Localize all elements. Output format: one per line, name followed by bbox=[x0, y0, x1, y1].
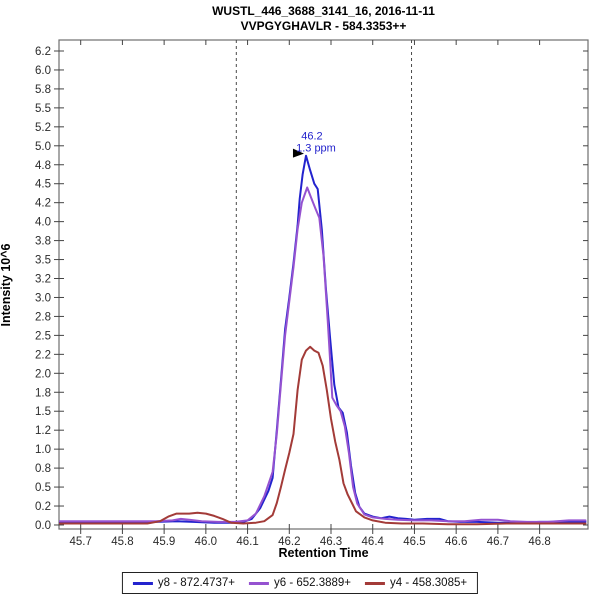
y-tick-label: 3.0 bbox=[35, 292, 51, 304]
y-tick-label: 1.0 bbox=[35, 444, 51, 456]
y-tick-label: 2.8 bbox=[35, 311, 51, 323]
y-tick-label: 5.2 bbox=[35, 122, 51, 134]
y-tick-label: 4.0 bbox=[35, 217, 51, 229]
x-tick-label: 46.5 bbox=[403, 536, 425, 548]
x-tick-label: 45.8 bbox=[111, 536, 133, 548]
y-tick-label: 2.5 bbox=[35, 330, 51, 342]
x-tick-label: 45.9 bbox=[153, 536, 175, 548]
y-tick-label: 3.5 bbox=[35, 255, 51, 267]
y-tick-label: 0.8 bbox=[35, 463, 51, 475]
legend-label-y4: y4 - 458.3085+ bbox=[390, 577, 468, 589]
y-tick-label: 2.2 bbox=[35, 349, 51, 361]
y-tick-label: 4.5 bbox=[35, 179, 51, 191]
chart-subtitle: VVPGYGHAVLR - 584.3353++ bbox=[240, 19, 407, 33]
legend: y8 - 872.4737+ y6 - 652.3889+ y4 - 458.308… bbox=[121, 572, 479, 594]
x-tick-label: 46.0 bbox=[195, 536, 217, 548]
y-tick-label: 1.8 bbox=[35, 387, 51, 399]
legend-label-y8: y8 - 872.4737+ bbox=[157, 577, 235, 589]
y-tick-label: 5.0 bbox=[35, 141, 51, 153]
peak-rt-annotation[interactable]: 46.2 bbox=[301, 131, 322, 143]
y-tick-label: 6.2 bbox=[35, 46, 51, 58]
plot-area[interactable] bbox=[58, 39, 589, 530]
y-tick-label: 2.0 bbox=[35, 368, 51, 380]
x-tick-label: 46.3 bbox=[320, 536, 342, 548]
legend-item-y8: y8 - 872.4737+ bbox=[132, 577, 235, 589]
x-tick-label: 46.4 bbox=[362, 536, 385, 548]
x-axis-title: Retention Time bbox=[278, 546, 369, 560]
y-tick-label: 5.5 bbox=[35, 103, 51, 115]
x-tick-label: 46.8 bbox=[528, 536, 550, 548]
y-tick-label: 0.0 bbox=[35, 520, 51, 532]
y-tick-label: 4.2 bbox=[35, 198, 51, 210]
chart-title: WUSTL_446_3688_3141_16, 2016-11-11 bbox=[212, 4, 435, 18]
x-tick-label: 45.7 bbox=[69, 536, 91, 548]
y-tick-label: 3.2 bbox=[35, 274, 51, 286]
series-y4-trace[interactable] bbox=[59, 345, 587, 526]
y-tick-label: 1.5 bbox=[35, 406, 51, 418]
legend-item-y4: y4 - 458.3085+ bbox=[365, 577, 467, 589]
y-tick-label: 6.0 bbox=[35, 65, 51, 77]
legend-line-swatch-y6 bbox=[248, 581, 269, 585]
y-axis-title: Intensity 10^6 bbox=[0, 243, 13, 327]
peak-apex-arrow-icon bbox=[292, 148, 304, 158]
y-tick-label: 5.8 bbox=[35, 84, 51, 96]
y-tick-label: 0.2 bbox=[35, 501, 51, 513]
y-tick-label: 3.8 bbox=[35, 236, 51, 248]
legend-line-swatch-y8 bbox=[132, 581, 153, 585]
y-tick-label: 0.5 bbox=[35, 482, 51, 494]
legend-item-y6: y6 - 652.3889+ bbox=[248, 577, 352, 589]
x-tick-label: 46.7 bbox=[487, 536, 509, 548]
y-tick-label: 1.2 bbox=[35, 425, 51, 437]
legend-line-swatch-y4 bbox=[365, 581, 386, 585]
peak-ppm-annotation[interactable]: 1.3 ppm bbox=[296, 143, 336, 155]
legend-label-y6: y6 - 652.3889+ bbox=[273, 577, 352, 589]
x-tick-label: 46.6 bbox=[445, 536, 467, 548]
x-tick-label: 46.1 bbox=[236, 536, 258, 548]
y-tick-label: 4.8 bbox=[35, 160, 51, 172]
series-y6-trace[interactable] bbox=[59, 186, 587, 523]
x-tick-label: 46.2 bbox=[278, 536, 300, 548]
